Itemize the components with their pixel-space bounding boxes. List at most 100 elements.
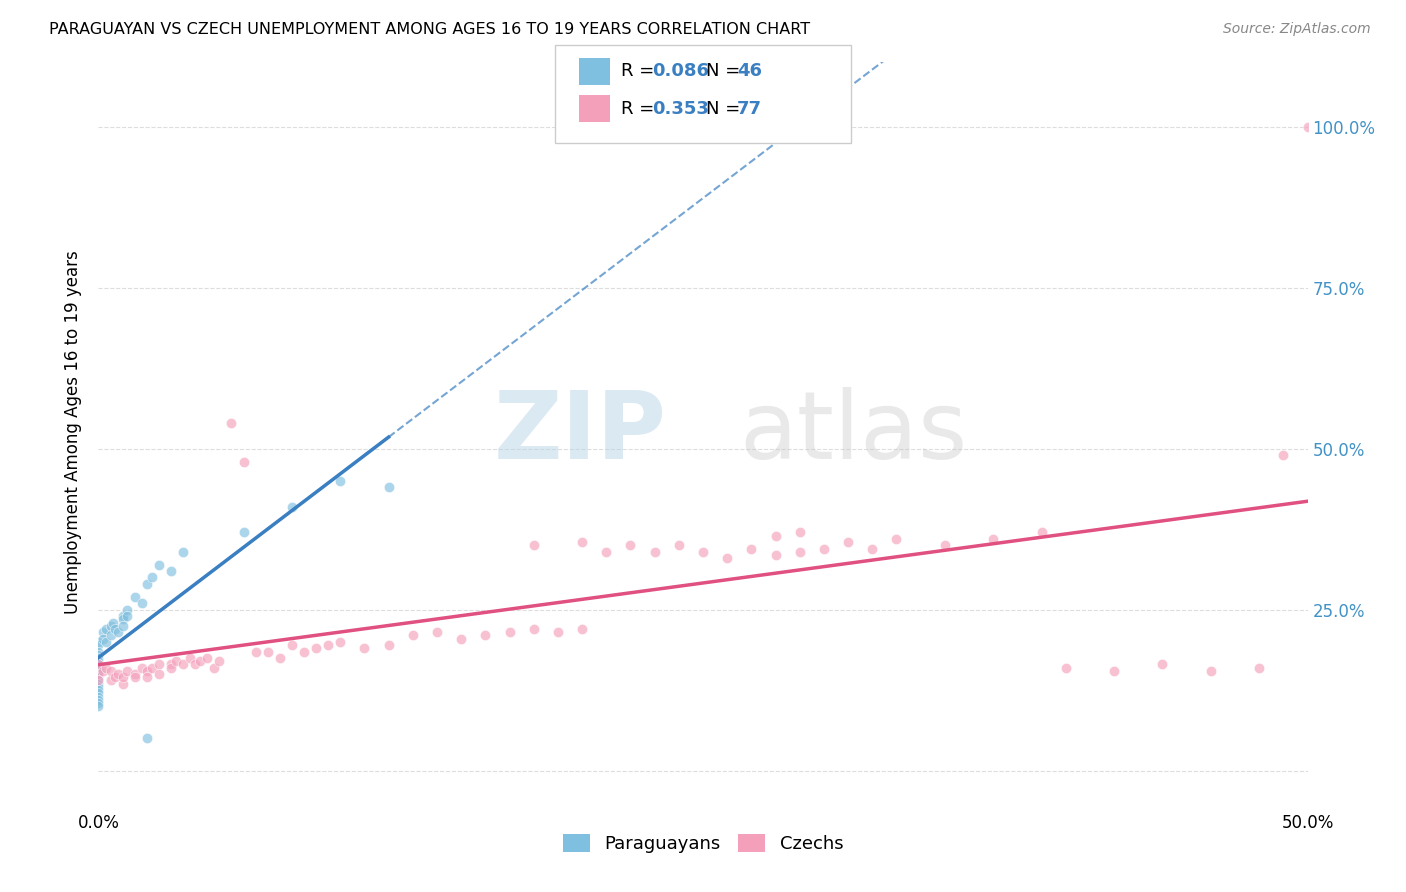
Point (87, 673, 110, 688)
Point (141, 570, 163, 584)
Point (740, 541, 762, 556)
Point (450, 632, 472, 646)
Point (837, 535, 859, 549)
Point (523, 538, 546, 552)
Point (644, 545, 666, 559)
Point (595, 545, 617, 559)
Point (87, 654, 110, 668)
Point (547, 625, 569, 640)
Point (87, 648, 110, 662)
Point (269, 651, 291, 665)
Point (329, 635, 352, 649)
Point (208, 654, 231, 668)
Point (91, 664, 114, 678)
Point (1031, 525, 1053, 540)
Point (765, 548, 787, 562)
Point (111, 619, 134, 633)
Point (860, 541, 883, 556)
Point (104, 670, 127, 684)
Point (1272, 448, 1295, 462)
Point (204, 660, 226, 674)
Point (789, 525, 811, 540)
Point (135, 670, 157, 684)
Point (377, 638, 399, 652)
Point (692, 545, 714, 559)
Point (117, 664, 139, 678)
Point (232, 525, 254, 540)
Text: PARAGUAYAN VS CZECH UNEMPLOYMENT AMONG AGES 16 TO 19 YEARS CORRELATION CHART: PARAGUAYAN VS CZECH UNEMPLOYMENT AMONG A… (49, 22, 810, 37)
Point (179, 651, 201, 665)
Point (87, 651, 110, 665)
Point (377, 480, 399, 494)
Point (111, 676, 134, 690)
Point (87, 667, 110, 681)
Point (813, 541, 835, 556)
Point (981, 532, 1004, 546)
Point (87, 644, 110, 658)
Point (87, 660, 110, 674)
Point (1249, 660, 1271, 674)
Point (107, 625, 129, 640)
Point (87, 680, 110, 694)
Text: N =: N = (706, 62, 745, 80)
Text: R =: R = (621, 100, 661, 118)
Point (1296, 120, 1319, 134)
Legend: Paraguayans, Czechs: Paraguayans, Czechs (555, 827, 851, 861)
Point (101, 615, 124, 630)
Point (87, 696, 110, 710)
Point (94, 635, 117, 649)
Point (124, 670, 146, 684)
Point (100, 664, 122, 678)
Text: 77: 77 (737, 100, 762, 118)
Point (87, 690, 110, 704)
Point (87, 683, 110, 698)
Point (281, 638, 304, 652)
Point (87, 657, 110, 672)
Point (498, 625, 520, 640)
Point (124, 667, 146, 681)
Point (135, 577, 157, 591)
Point (87, 686, 110, 700)
Point (87, 667, 110, 681)
Point (245, 644, 267, 658)
Point (135, 731, 157, 746)
Text: Source: ZipAtlas.com: Source: ZipAtlas.com (1223, 22, 1371, 37)
Point (107, 667, 129, 681)
Point (148, 657, 170, 672)
Point (1152, 657, 1174, 672)
Point (426, 625, 449, 640)
Point (160, 657, 183, 672)
Point (329, 474, 352, 488)
Point (256, 644, 278, 658)
Text: 0.086: 0.086 (652, 62, 710, 80)
Point (571, 535, 593, 549)
Point (91, 632, 114, 646)
Point (316, 638, 339, 652)
Point (1054, 660, 1077, 674)
Y-axis label: Unemployment Among Ages 16 to 19 years: Unemployment Among Ages 16 to 19 years (65, 251, 83, 615)
Point (91, 625, 114, 640)
Text: 0.353: 0.353 (652, 100, 709, 118)
Point (117, 609, 139, 624)
Point (160, 564, 183, 578)
Point (87, 638, 110, 652)
Point (87, 670, 110, 684)
Point (94, 660, 117, 674)
Point (232, 454, 254, 468)
Point (94, 622, 117, 636)
Point (1199, 664, 1222, 678)
Point (87, 664, 110, 678)
Point (148, 667, 170, 681)
Point (523, 622, 546, 636)
Point (172, 545, 194, 559)
Point (111, 609, 134, 624)
Point (100, 673, 122, 688)
Point (148, 558, 170, 572)
Point (281, 500, 304, 514)
Point (305, 641, 328, 656)
Point (221, 416, 243, 430)
Text: N =: N = (706, 100, 745, 118)
Point (117, 602, 139, 616)
Point (172, 657, 194, 672)
Point (87, 699, 110, 714)
